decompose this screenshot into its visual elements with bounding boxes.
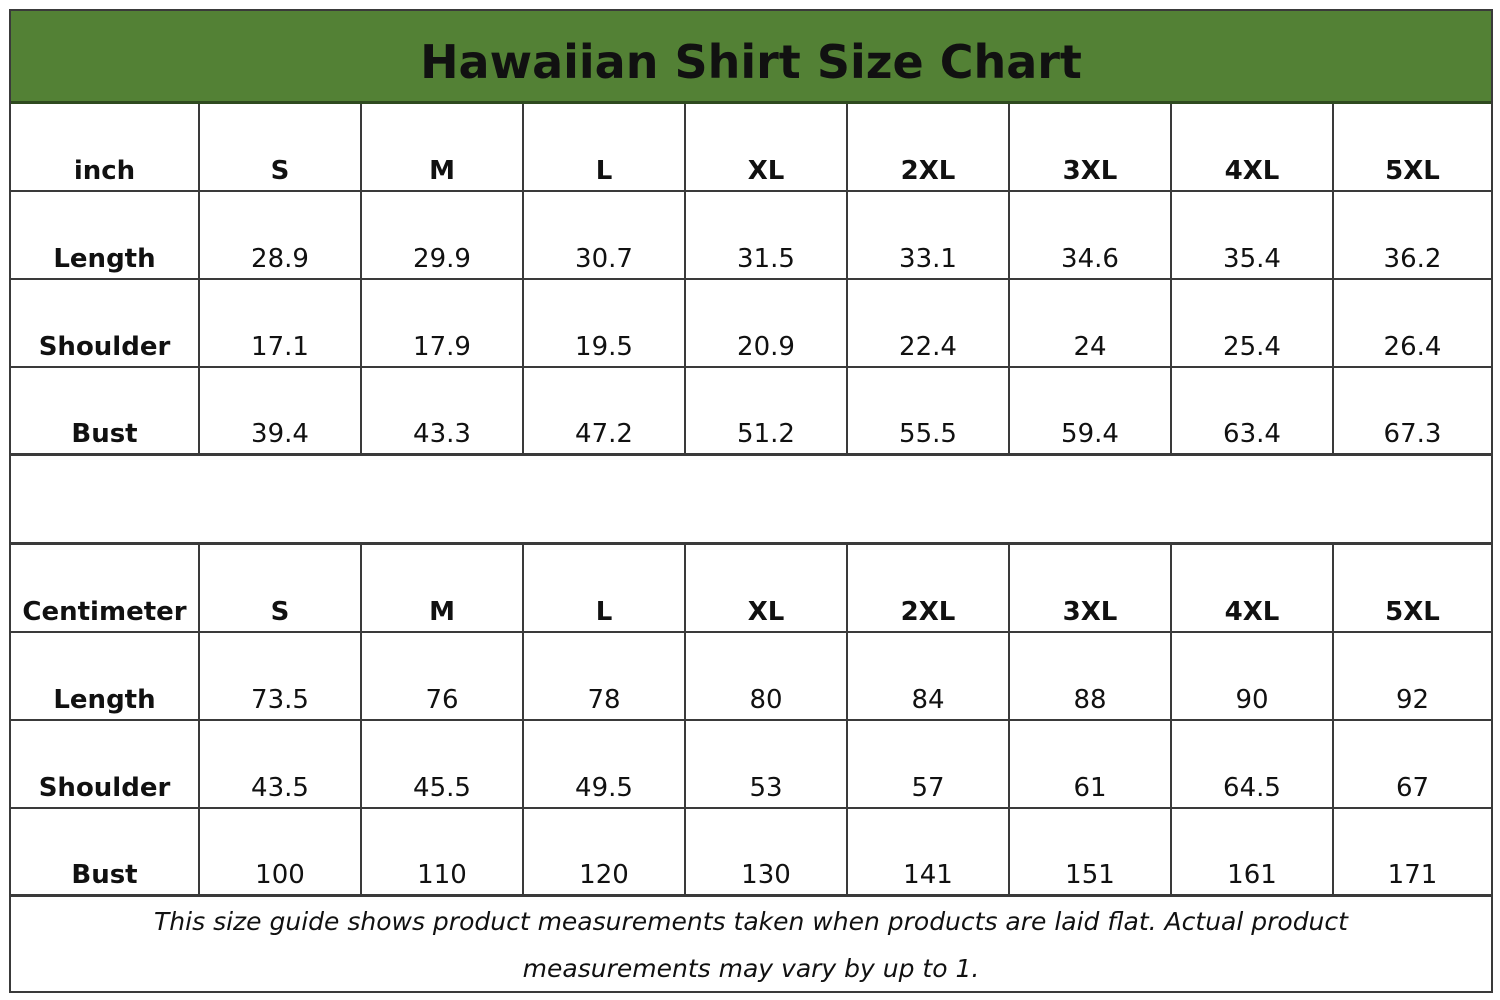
row-label: Length — [11, 192, 200, 278]
measurement-cell: 92 — [1395, 685, 1430, 715]
unit-header: inch — [11, 104, 200, 190]
measurement-cell: 151 — [1010, 809, 1172, 894]
footer-note: This size guide shows product measuremen… — [154, 907, 1348, 983]
measurement-cell: 49.5 — [524, 721, 686, 807]
measurement-cell: 17.9 — [362, 280, 524, 366]
table-row: Bust 100 110 120 130 141 151 161 171 — [11, 809, 1491, 897]
measurement-cell: 31.5 — [686, 192, 848, 278]
row-label: Bust — [11, 809, 200, 894]
row-label: Length — [11, 633, 200, 719]
row-label: Shoulder — [11, 721, 200, 807]
size-header: 5XL — [1385, 156, 1440, 186]
size-header: S — [200, 545, 362, 631]
size-header: 3XL — [1010, 104, 1172, 190]
measurement-cell: 90 — [1172, 633, 1334, 719]
measurement-cell: 24 — [1010, 280, 1172, 366]
measurement-cell: 67 — [1395, 773, 1430, 803]
header-row: inch S M L XL 2XL 3XL 4XL 5XL — [11, 104, 1491, 192]
measurement-cell: 51.2 — [686, 368, 848, 453]
measurement-cell: 33.1 — [848, 192, 1010, 278]
size-header: S — [200, 104, 362, 190]
size-header: 2XL — [848, 545, 1010, 631]
measurement-cell: 47.2 — [524, 368, 686, 453]
measurement-cell: 35.4 — [1172, 192, 1334, 278]
size-header: XL — [686, 545, 848, 631]
measurement-cell: 19.5 — [524, 280, 686, 366]
measurement-cell: 59.4 — [1010, 368, 1172, 453]
measurement-cell: 73.5 — [200, 633, 362, 719]
measurement-cell: 88 — [1010, 633, 1172, 719]
size-chart: Hawaiian Shirt Size Chart inch S M L XL 2XL 3X… — [9, 9, 1493, 993]
measurement-cell: 20.9 — [686, 280, 848, 366]
measurement-cell: 161 — [1172, 809, 1334, 894]
table-row: Shoulder 17.1 17.9 19.5 20.9 22.4 24 25.4 26.4 — [11, 280, 1491, 368]
size-header: M — [362, 104, 524, 190]
measurement-cell: 67.3 — [1383, 419, 1442, 449]
measurement-cell: 53 — [686, 721, 848, 807]
measurement-cell: 26.4 — [1383, 332, 1442, 362]
chart-title: Hawaiian Shirt Size Chart — [11, 11, 1491, 104]
measurement-cell: 171 — [1387, 860, 1438, 890]
measurement-cell: 120 — [524, 809, 686, 894]
header-row: Centimeter S M L XL 2XL 3XL 4XL 5XL — [11, 545, 1491, 633]
measurement-cell: 30.7 — [524, 192, 686, 278]
size-header: M — [362, 545, 524, 631]
spacer-row — [11, 455, 1491, 545]
size-header: 5XL — [1385, 597, 1440, 627]
measurement-cell: 34.6 — [1010, 192, 1172, 278]
measurement-cell: 57 — [848, 721, 1010, 807]
measurement-cell: 39.4 — [200, 368, 362, 453]
size-header: XL — [686, 104, 848, 190]
measurement-cell: 28.9 — [200, 192, 362, 278]
measurement-cell: 55.5 — [848, 368, 1010, 453]
measurement-cell: 80 — [686, 633, 848, 719]
measurement-cell: 63.4 — [1172, 368, 1334, 453]
measurement-cell: 22.4 — [848, 280, 1010, 366]
measurement-cell: 78 — [524, 633, 686, 719]
measurement-cell: 84 — [848, 633, 1010, 719]
size-header: 2XL — [848, 104, 1010, 190]
size-header: L — [524, 104, 686, 190]
measurement-cell: 29.9 — [362, 192, 524, 278]
table-row: Length 73.5 76 78 80 84 88 90 92 — [11, 633, 1491, 721]
size-header: 3XL — [1010, 545, 1172, 631]
measurement-cell: 100 — [200, 809, 362, 894]
unit-header: Centimeter — [11, 545, 200, 631]
table-row: Length 28.9 29.9 30.7 31.5 33.1 34.6 35.4 36.2 — [11, 192, 1491, 280]
measurement-cell: 61 — [1010, 721, 1172, 807]
measurement-cell: 110 — [362, 809, 524, 894]
measurement-cell: 45.5 — [362, 721, 524, 807]
measurement-cell: 25.4 — [1172, 280, 1334, 366]
measurement-cell: 64.5 — [1172, 721, 1334, 807]
measurement-cell: 36.2 — [1383, 244, 1442, 274]
size-header: 4XL — [1172, 545, 1334, 631]
row-label: Shoulder — [11, 280, 200, 366]
size-header: L — [524, 545, 686, 631]
table-row: Shoulder 43.5 45.5 49.5 53 57 61 64.5 67 — [11, 721, 1491, 809]
row-label: Bust — [11, 368, 200, 453]
measurement-cell: 130 — [686, 809, 848, 894]
table-row: Bust 39.4 43.3 47.2 51.2 55.5 59.4 63.4 67.3 — [11, 368, 1491, 456]
size-header: 4XL — [1172, 104, 1334, 190]
measurement-cell: 43.5 — [200, 721, 362, 807]
measurement-cell: 43.3 — [362, 368, 524, 453]
measurement-cell: 76 — [362, 633, 524, 719]
measurement-cell: 141 — [848, 809, 1010, 894]
measurement-cell: 17.1 — [200, 280, 362, 366]
